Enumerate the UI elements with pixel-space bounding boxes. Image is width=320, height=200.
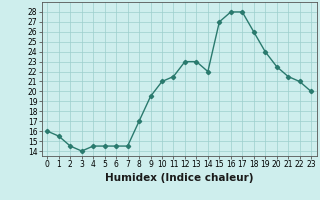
X-axis label: Humidex (Indice chaleur): Humidex (Indice chaleur) [105, 173, 253, 183]
